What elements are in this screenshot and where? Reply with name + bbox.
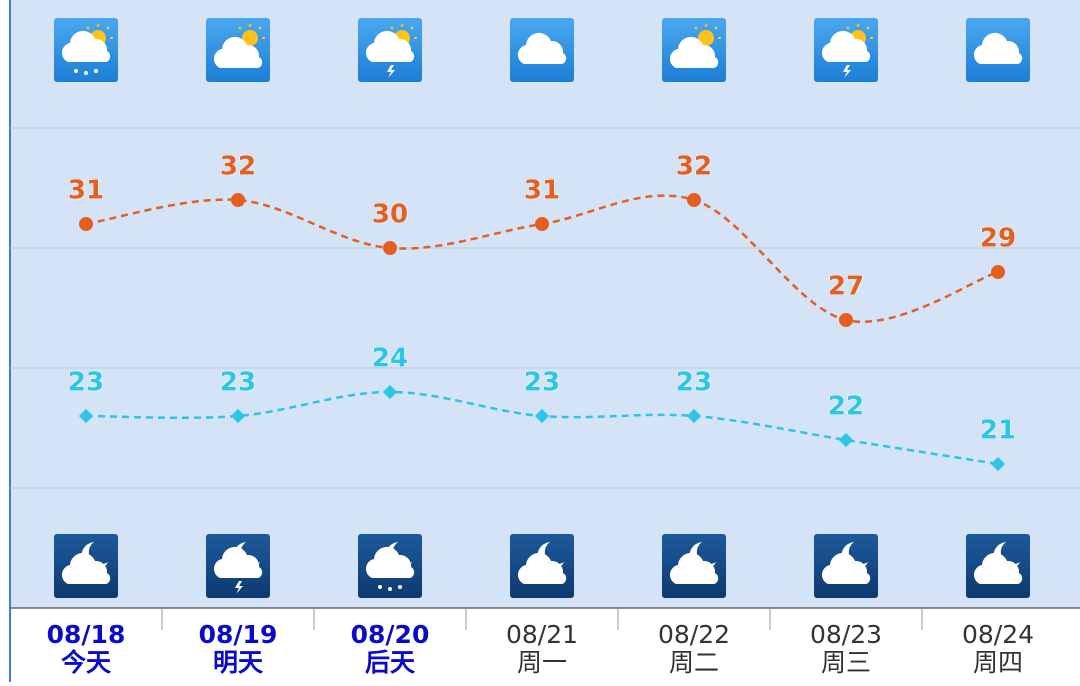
value-label: 24 [372,344,408,374]
point [79,217,93,231]
plot-background [10,0,1080,608]
x-tick-label: 08/19 [199,620,278,649]
day-label: 周三 [821,648,871,677]
value-label: 32 [220,152,256,182]
day-label: 周二 [669,648,719,677]
point [686,408,702,424]
point [839,313,853,327]
value-label: 29 [980,224,1016,254]
point [383,241,397,255]
value-label: 32 [676,152,712,182]
x-tick-label: 08/18 [47,620,126,649]
value-label: 27 [828,272,864,302]
column-separators [161,608,923,630]
day-label: 后天 [365,648,415,677]
point [231,193,245,207]
value-label: 22 [828,392,864,422]
value-label: 31 [524,176,560,206]
point [838,432,854,448]
point [990,456,1006,472]
point [230,408,246,424]
point [382,384,398,400]
value-label: 30 [372,200,408,230]
value-label: 23 [68,368,104,398]
day-label: 周一 [517,648,567,677]
point [687,193,701,207]
x-tick-label: 08/22 [658,620,730,649]
day-label: 今天 [61,648,111,677]
x-tick-label: 08/20 [351,620,430,649]
value-label: 21 [980,416,1016,446]
point [534,408,550,424]
point [78,408,94,424]
x-tick-label: 08/21 [506,620,578,649]
value-label: 23 [524,368,560,398]
x-tick-label: 08/23 [810,620,882,649]
value-label: 31 [68,176,104,206]
day-label: 周四 [973,648,1023,677]
value-label: 23 [220,368,256,398]
value-label: 23 [676,368,712,398]
point [535,217,549,231]
day-label: 明天 [213,648,263,677]
x-tick-label: 08/24 [962,620,1034,649]
point [991,265,1005,279]
